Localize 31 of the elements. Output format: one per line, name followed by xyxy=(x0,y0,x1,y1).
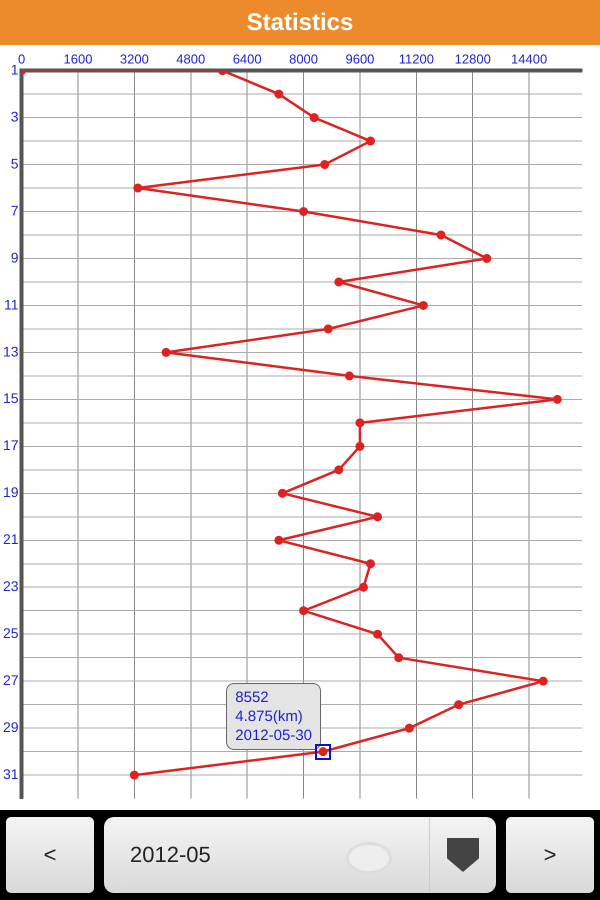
x-tick-label: 3200 xyxy=(120,51,149,66)
y-tick-label: 21 xyxy=(2,531,19,548)
y-tick-label: 25 xyxy=(2,625,19,642)
y-tick-label: 13 xyxy=(2,343,19,360)
x-tick-label: 12800 xyxy=(454,51,491,66)
y-tick-label: 3 xyxy=(10,108,19,124)
y-tick-label: 23 xyxy=(2,578,19,594)
y-tick-label: 1 xyxy=(10,61,19,78)
y-tick-label: 31 xyxy=(2,766,19,782)
chart-title: Statistics xyxy=(0,0,600,45)
x-tick-label: 1600 xyxy=(64,51,92,66)
x-tick-label: 11200 xyxy=(398,51,434,66)
x-tick-label: 14400 xyxy=(511,51,548,66)
y-tick-label: 9 xyxy=(10,249,19,266)
y-tick-label: 19 xyxy=(2,484,19,500)
annotation: 8552 4.875(km) 2012-05-30 xyxy=(226,682,322,750)
x-tick-label: 9600 xyxy=(345,51,374,66)
y-tick-label: 17 xyxy=(2,437,19,454)
y-tick-label: 27 xyxy=(2,672,19,688)
x-tick-label: 0 xyxy=(18,51,26,66)
text: 2012-05 xyxy=(130,842,211,868)
y-tick-label: 11 xyxy=(4,296,19,312)
y-tick-label: 29 xyxy=(2,719,19,736)
x-tick-label: 6400 xyxy=(232,51,262,66)
y-tick-label: 7 xyxy=(10,202,19,218)
x-tick-label: 4800 xyxy=(176,51,206,66)
x-tick-label: 8000 xyxy=(289,51,318,66)
y-tick-label: 5 xyxy=(10,155,19,172)
y-tick-label: 15 xyxy=(2,390,19,406)
text: > xyxy=(506,817,594,893)
text: < xyxy=(6,817,94,893)
